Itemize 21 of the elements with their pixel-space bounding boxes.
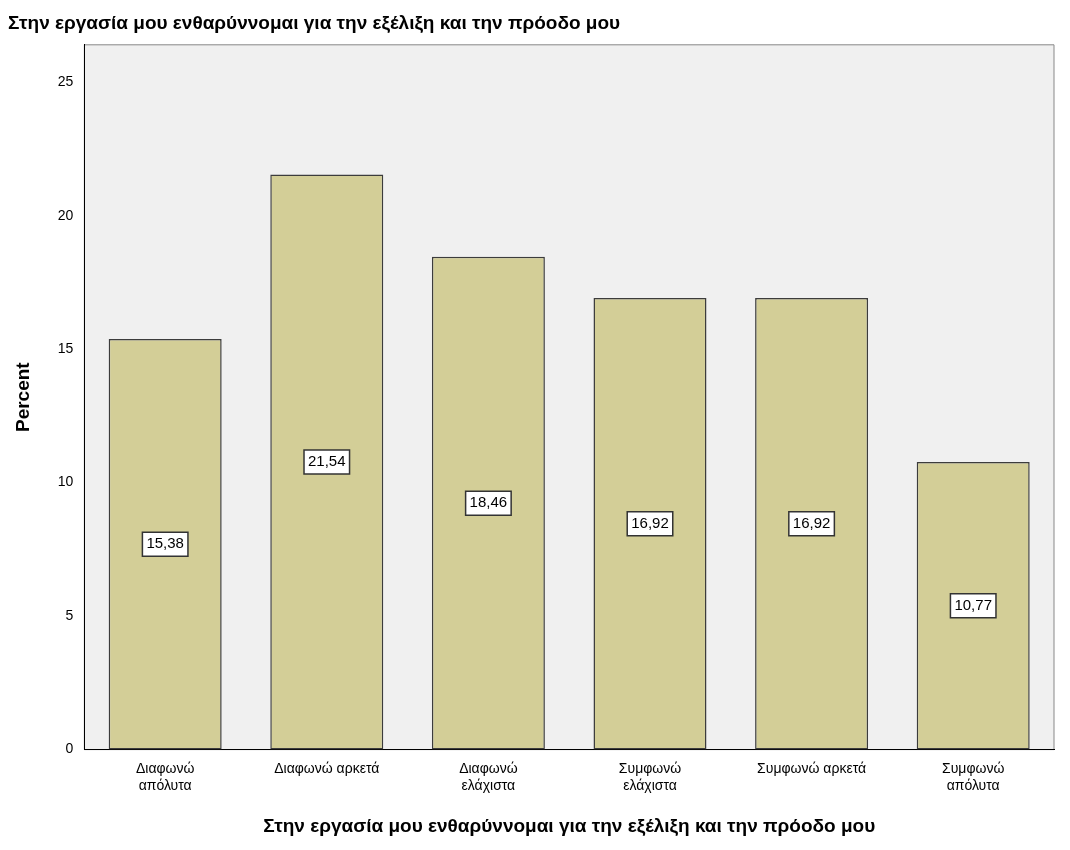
- x-tick-label: Συμφωνώ αρκετά: [757, 759, 867, 776]
- x-axis-title: Στην εργασία μου ενθαρύννομαι για την εξέλιξη και την πρόοδο μου: [263, 814, 876, 837]
- x-tick-label: Συμφωνώ ελάχιστα: [618, 759, 682, 793]
- y-tick-label: 20: [57, 206, 74, 223]
- chart-title: Στην εργασία μου ενθαρύννομαι για την εξέλιξη και την πρόοδο μου: [8, 11, 621, 34]
- y-tick-label: 5: [65, 606, 74, 623]
- data-label: 15,38: [146, 534, 184, 552]
- x-tick-label: Διαφωνώ απόλυτα: [135, 759, 195, 793]
- x-tick-label: Διαφωνώ ελάχιστα: [459, 759, 518, 793]
- x-tick-label: Διαφωνώ αρκετά: [274, 759, 380, 776]
- data-label: 18,46: [469, 493, 508, 511]
- data-label: 16,92: [631, 513, 669, 531]
- y-tick-label: 0: [65, 740, 74, 757]
- data-label: 10,77: [954, 595, 992, 613]
- y-tick-label: 25: [57, 73, 74, 90]
- data-label: 21,54: [308, 452, 346, 470]
- x-tick-label: Συμφωνώ απόλυτα: [942, 759, 1005, 793]
- y-tick-label: 15: [57, 340, 74, 356]
- y-axis-title: Percent: [11, 361, 33, 433]
- y-tick-label: 10: [57, 473, 74, 490]
- data-label: 16,92: [792, 513, 831, 531]
